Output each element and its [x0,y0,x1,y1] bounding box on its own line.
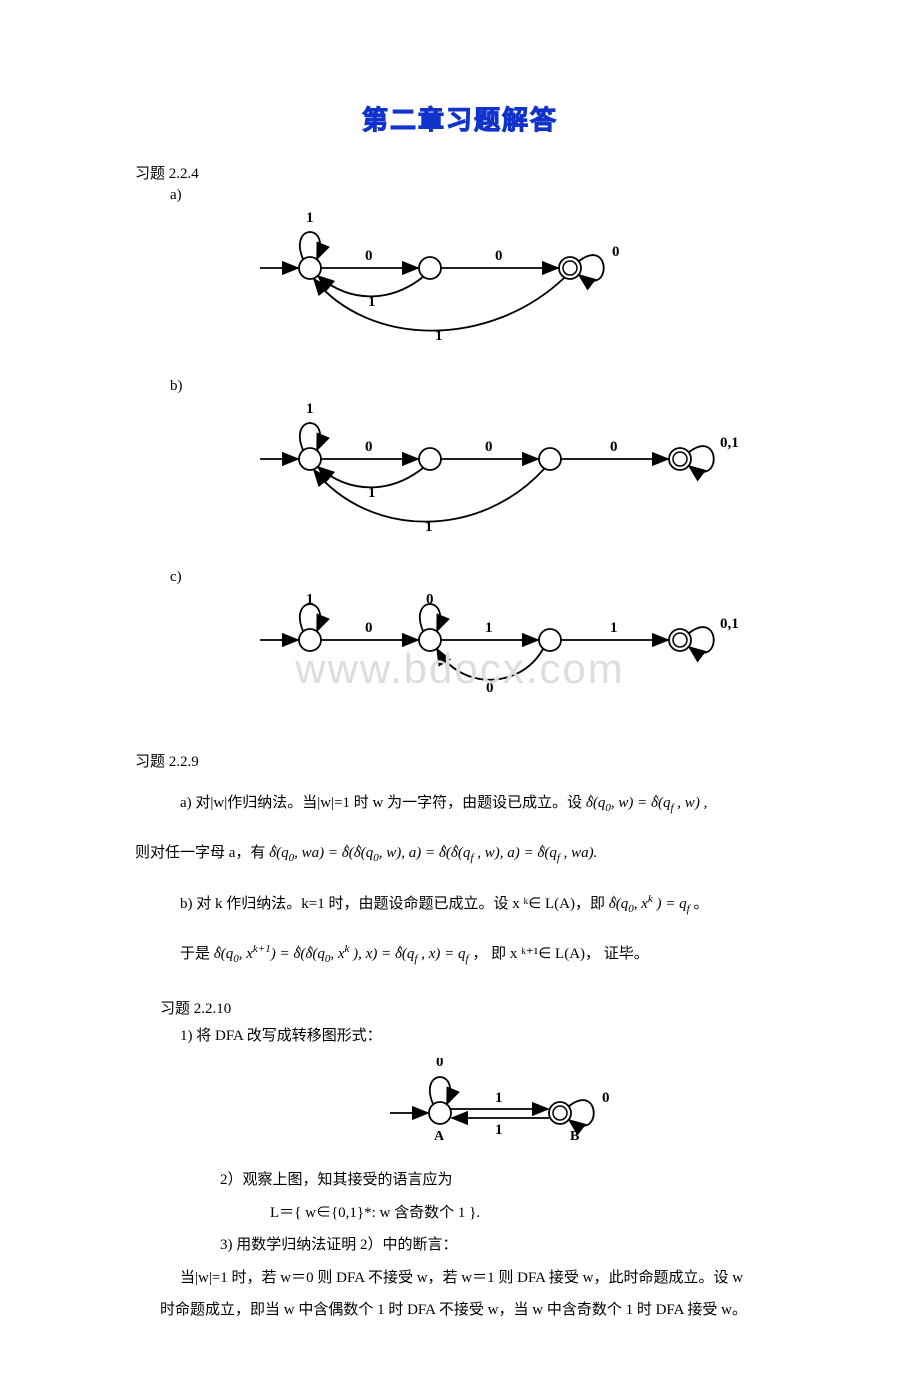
problem-229-label: 习题 2.2.9 [135,750,860,771]
prob229-line4-tail: ， 即 x ᵏ⁺¹∈ L(A)， 证毕。 [472,946,648,962]
svg-text:0: 0 [495,248,503,264]
chapter-title: 第二章习题解答 [60,100,860,137]
svg-text:0: 0 [365,620,373,636]
automaton-b-svg: 1 0 0 0 0,1 1 1 [230,399,770,539]
svg-text:B: B [570,1129,579,1144]
svg-text:1: 1 [306,592,314,608]
svg-text:0,1: 0,1 [720,616,739,632]
svg-text:0: 0 [426,592,434,608]
part-b-label: b) [170,378,860,395]
part-a-label: a) [170,187,860,204]
prob229-a-math: δ(q0, w) = δ(qf , w) [586,795,700,811]
svg-text:1: 1 [610,620,618,636]
svg-text:A: A [434,1129,445,1144]
automaton-c-svg: 1 0 0 1 1 0,1 0 [230,590,770,710]
automaton-a-svg: 1 0 0 0 1 1 [230,208,660,348]
svg-text:1: 1 [368,294,376,310]
svg-text:1: 1 [435,328,443,344]
svg-text:1: 1 [306,210,314,226]
svg-text:1: 1 [485,620,493,636]
prob2210-para1: 当|w|=1 时，若 w＝0 则 DFA 不接受 w，若 w＝1 则 DFA 接… [180,1264,785,1293]
prob229-line4-math: δ(q0, xk+1) = δ(δ(q0, xk ), x) = δ(qf , … [214,946,469,962]
prob2210-line1: 1) 将 DFA 改写成转移图形式： [180,1022,785,1051]
svg-text:0: 0 [486,680,494,696]
diagram-224c: 1 0 0 1 1 0,1 0 [60,590,860,710]
svg-text:0: 0 [602,1090,610,1106]
prob229-b: b) 对 k 作归纳法。k=1 时，由题设命题已成立。设 x ᵏ∈ L(A)，即… [180,886,785,922]
diagram-224b: 1 0 0 0 0,1 1 1 [60,399,860,539]
prob229-line2-pre: 则对任一字母 a，有 [135,845,269,861]
prob229-b-math: δ(q0, xk ) = qf [609,896,690,912]
svg-text:0: 0 [436,1058,444,1070]
svg-text:1: 1 [495,1090,503,1106]
automaton-2210-svg: A 0 1 B 1 0 [360,1058,640,1158]
svg-text:1: 1 [495,1122,503,1138]
diagram-224a: 1 0 0 0 1 1 [60,208,860,348]
chapter-title-text: 第二章习题解答 [362,105,558,135]
prob229-line2-math: δ(q0, wa) = δ(δ(q0, w), a) = δ(δ(qf , w)… [269,845,597,861]
prob229-line4-pre: 于是 [180,946,214,962]
prob229-a: a) 对|w|作归纳法。当|w|=1 时 w 为一字符，由题设已成立。设 δ(q… [180,785,785,821]
problem-2210-label: 习题 2.2.10 [160,997,860,1018]
prob229-b-text: b) 对 k 作归纳法。k=1 时，由题设命题已成立。设 x ᵏ∈ L(A)，即 [180,896,605,912]
svg-text:0: 0 [612,244,620,260]
prob229-line2: 则对任一字母 a，有 δ(q0, wa) = δ(δ(q0, w), a) = … [135,835,785,871]
prob229-a-tail: , [704,795,708,811]
svg-text:1: 1 [425,519,433,535]
svg-text:0,1: 0,1 [720,435,739,451]
svg-text:1: 1 [306,401,314,417]
problem-224-label: 习题 2.2.4 [135,162,860,183]
prob2210-line2: 2）观察上图，知其接受的语言应为 [220,1166,785,1195]
svg-text:0: 0 [610,439,618,455]
prob229-a-text: a) 对|w|作归纳法。当|w|=1 时 w 为一字符，由题设已成立。设 [180,795,586,811]
svg-text:0: 0 [365,248,373,264]
prob2210-line3: 3) 用数学归纳法证明 2）中的断言： [220,1231,785,1260]
prob2210-line2b: L＝{ w∈{0,1}*: w 含奇数个 1 }. [270,1199,785,1228]
diagram-2210: A 0 1 B 1 0 [60,1058,860,1158]
prob229-b-tail: 。 [693,896,708,912]
prob2210-para2: 时命题成立，即当 w 中含偶数个 1 时 DFA 不接受 w，当 w 中含奇数个… [160,1296,785,1325]
prob229-line4: 于是 δ(q0, xk+1) = δ(δ(q0, xk ), x) = δ(qf… [180,936,785,972]
svg-text:0: 0 [485,439,493,455]
svg-text:0: 0 [365,439,373,455]
svg-text:1: 1 [368,485,376,501]
part-c-label: c) [170,569,860,586]
